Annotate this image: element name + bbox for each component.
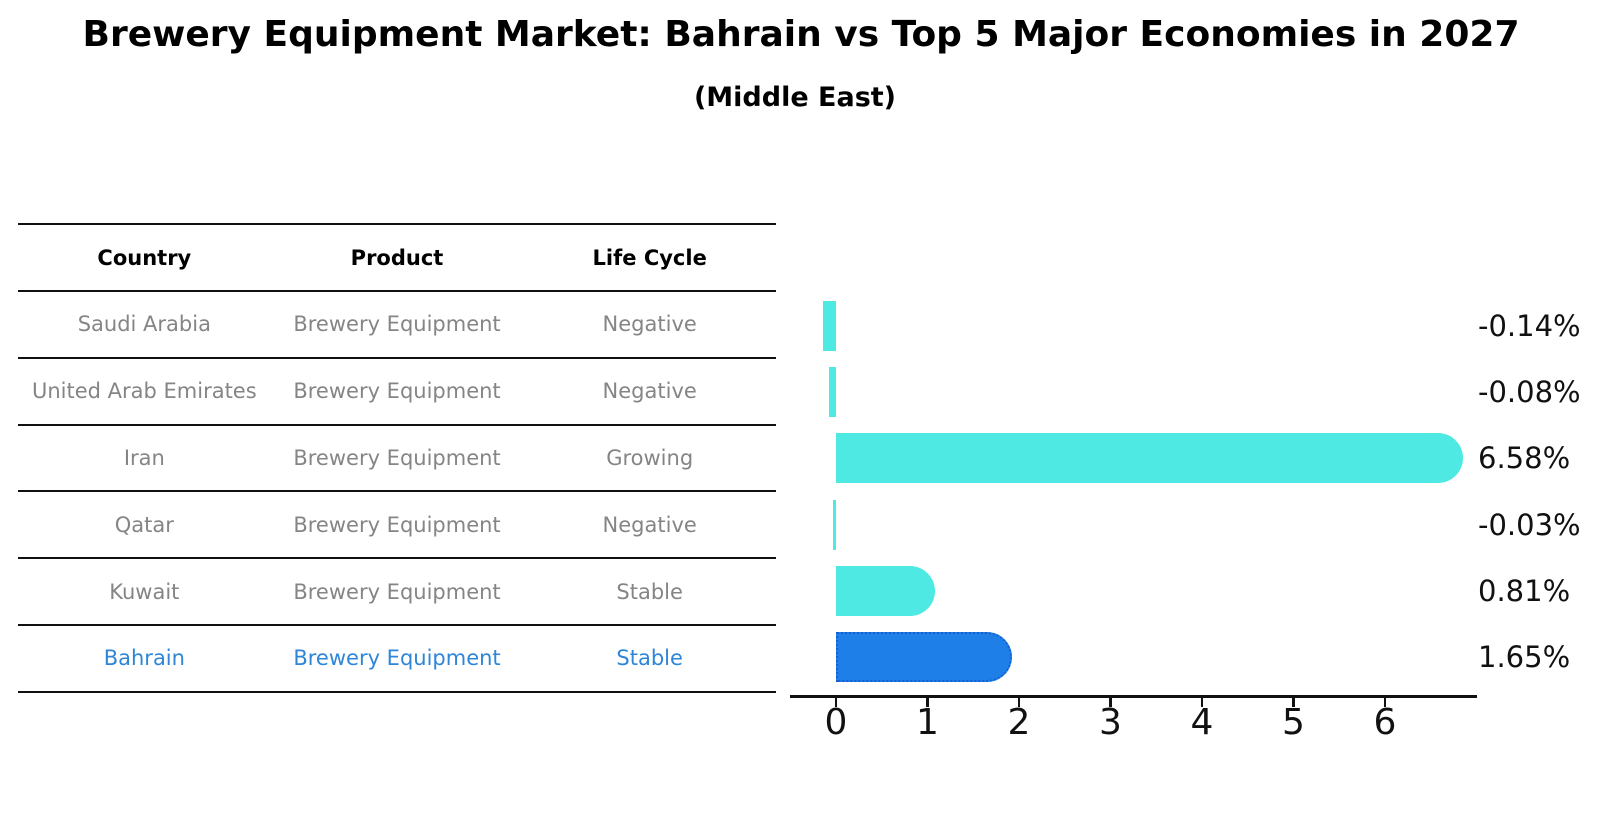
cell-country: Kuwait <box>109 579 180 604</box>
bar-qatar <box>833 499 836 550</box>
x-tick-label: 3 <box>1099 702 1122 743</box>
x-tick <box>1292 698 1295 707</box>
x-tick <box>1200 698 1204 707</box>
table-row: Bahrain Brewery Equipment Stable <box>18 626 776 693</box>
table-row: Iran Brewery Equipment Growing <box>18 426 776 493</box>
cell-product: Brewery Equipment <box>293 312 501 337</box>
cell-life-cycle: Negative <box>602 379 697 404</box>
bar-kuwait <box>836 565 936 616</box>
column-header: Life Cycle <box>592 245 707 270</box>
table-row: Qatar Brewery Equipment Negative <box>18 492 776 560</box>
x-tick-label: 5 <box>1282 702 1305 743</box>
table-header-row: Country Product Life Cycle <box>18 225 776 292</box>
cell-life-cycle: Stable <box>616 579 683 604</box>
bar-iran <box>836 433 1464 484</box>
x-tick-label: 4 <box>1190 702 1214 743</box>
table-row: Saudi Arabia Brewery Equipment Negative <box>18 292 776 359</box>
cell-life-cycle: Stable <box>616 646 683 671</box>
value-label: -0.08% <box>1478 375 1581 410</box>
x-tick-label: 6 <box>1373 702 1397 743</box>
value-label: -0.14% <box>1478 309 1581 343</box>
cell-product: Brewery Equipment <box>293 445 501 470</box>
bar-bahrain <box>836 632 1012 682</box>
x-tick <box>1017 698 1021 707</box>
value-label: 6.58% <box>1478 441 1571 476</box>
cell-product: Brewery Equipment <box>293 512 501 537</box>
value-label: 1.65% <box>1478 640 1571 674</box>
bar-saudi-arabia <box>823 301 836 351</box>
table-row: United Arab Emirates Brewery Equipment Neg… <box>18 359 776 426</box>
x-tick <box>1383 698 1387 707</box>
chart-subtitle: (Middle East) <box>693 82 897 113</box>
cell-life-cycle: Negative <box>602 312 697 337</box>
bar-united-arab-emirates <box>828 367 836 418</box>
cell-country: United Arab Emirates <box>31 379 257 404</box>
x-tick <box>834 698 838 707</box>
value-label: -0.03% <box>1478 507 1581 542</box>
cell-product: Brewery Equipment <box>293 579 501 604</box>
x-tick <box>926 698 929 707</box>
column-header: Product <box>350 245 444 270</box>
comparison-table: Country Product Life Cycle Saudi Arabia Brew… <box>18 223 776 693</box>
cell-life-cycle: Negative <box>602 512 697 537</box>
cell-country: Bahrain <box>103 646 185 671</box>
value-label: 0.81% <box>1478 573 1571 608</box>
table-row: Kuwait Brewery Equipment Stable <box>18 559 776 626</box>
cell-country: Qatar <box>114 512 174 537</box>
column-header: Country <box>97 245 192 270</box>
x-axis-line <box>790 695 1477 698</box>
x-tick-label: 0 <box>824 702 848 743</box>
chart-title: Brewery Equipment Market: Bahrain vs Top… <box>82 14 1520 55</box>
x-tick <box>1109 698 1112 707</box>
x-tick-label: 1 <box>916 702 939 743</box>
cell-country: Saudi Arabia <box>77 312 211 337</box>
cell-country: Iran <box>123 445 165 470</box>
cell-product: Brewery Equipment <box>293 646 501 671</box>
cell-life-cycle: Growing <box>606 445 694 470</box>
x-tick-label: 2 <box>1007 702 1031 743</box>
cell-product: Brewery Equipment <box>293 379 501 404</box>
